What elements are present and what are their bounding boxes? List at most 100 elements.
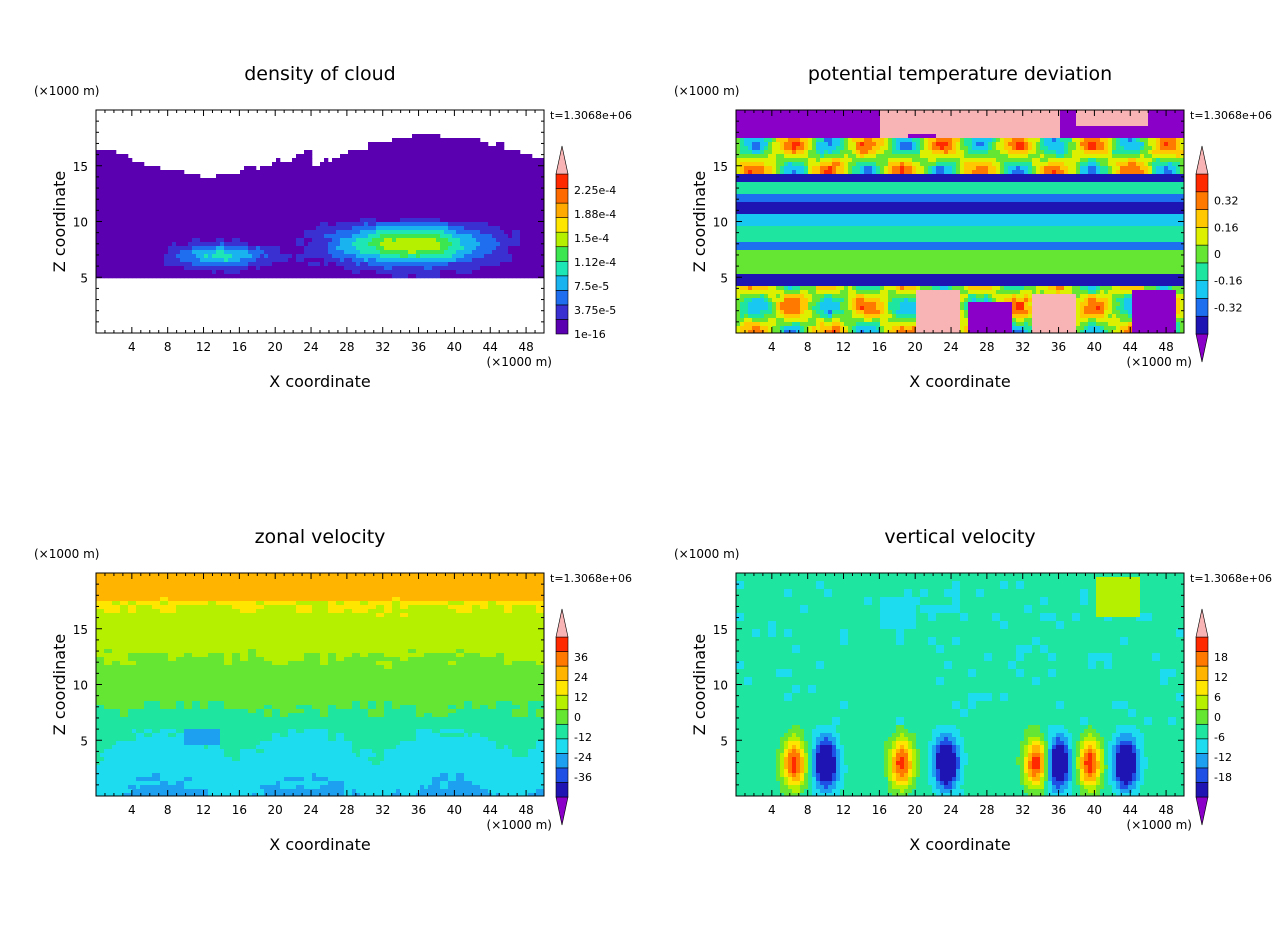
colorbar-label: 36 [574,651,588,664]
time-label: t=1.3068e+06 [550,109,632,122]
field-fill [96,573,544,796]
x-unit-label: (×1000 m) [487,818,552,832]
colorbar-label: 0 [1214,711,1221,724]
x-tick-label: 16 [872,340,887,354]
x-tick-label: 32 [1015,340,1030,354]
y-axis-label: Z coordinate [50,171,69,272]
colorbar-box [556,319,568,334]
x-tick-label: 20 [268,803,283,817]
x-tick-label: 4 [128,340,136,354]
colorbar-box [1196,768,1208,783]
x-tick-label: 12 [836,803,851,817]
field-fill [736,573,1184,796]
colorbar-box [556,681,568,696]
x-tick-label: 4 [768,340,776,354]
colorbar-box [1196,245,1208,263]
x-tick-label: 20 [908,340,923,354]
colorbar-box [556,305,568,320]
y-tick-label: 15 [73,160,88,174]
colorbar-box [1196,263,1208,281]
colorbar-label: 0 [574,711,581,724]
x-tick-label: 8 [164,340,172,354]
colorbar-box [1196,710,1208,725]
colorbar-label: 0 [1214,248,1221,261]
colorbar-box [556,666,568,681]
colorbar-label: -12 [1214,751,1232,764]
colorbar-box [1196,681,1208,696]
colorbar: 1e-163.75e-57.5e-51.12e-41.5e-41.88e-42.… [556,146,616,341]
x-tick-label: 12 [836,340,851,354]
x-tick-label: 40 [1087,340,1102,354]
y-unit-label: (×1000 m) [674,84,739,98]
x-tick-label: 12 [196,803,211,817]
colorbar-label: 1.12e-4 [574,256,616,269]
x-tick-label: 44 [483,803,498,817]
colorbar-label: 1.88e-4 [574,208,616,221]
x-tick-label: 32 [375,803,390,817]
colorbar-box [1196,210,1208,228]
colorbar-box [556,710,568,725]
y-tick-label: 5 [720,271,728,285]
colorbar-box [556,174,568,189]
x-tick-label: 48 [518,803,533,817]
colorbar-box [556,232,568,247]
colorbar-label: 24 [574,671,588,684]
x-tick-label: 36 [1051,340,1066,354]
x-tick-label: 8 [164,803,172,817]
x-tick-label: 48 [518,340,533,354]
colorbar-box [1196,724,1208,739]
x-tick-label: 24 [303,803,318,817]
colorbar-label: -0.32 [1214,301,1242,314]
colorbar-box [556,637,568,652]
colorbar-box [556,768,568,783]
colorbar-box [1196,695,1208,710]
x-tick-label: 16 [872,803,887,817]
x-tick-label: 20 [268,340,283,354]
x-tick-label: 28 [339,340,354,354]
colorbar-box [1196,753,1208,768]
colorbar-triangle-bottom [556,797,568,825]
colorbar-box [556,695,568,710]
x-tick-label: 32 [1015,803,1030,817]
x-tick-label: 24 [943,340,958,354]
panel-title: zonal velocity [255,526,386,548]
colorbar-label: 2.25e-4 [574,184,616,197]
x-tick-label: 24 [943,803,958,817]
x-tick-label: 36 [411,340,426,354]
panel-title: density of cloud [244,63,396,85]
x-tick-label: 36 [411,803,426,817]
time-label: t=1.3068e+06 [1190,572,1272,585]
x-axis-label: X coordinate [269,835,370,854]
colorbar-label: -0.16 [1214,275,1242,288]
colorbar-box [556,203,568,218]
x-tick-label: 16 [232,803,247,817]
colorbar-label: -18 [1214,771,1232,784]
x-tick-label: 44 [1123,803,1138,817]
colorbar-box [1196,227,1208,245]
x-tick-label: 28 [339,803,354,817]
colorbar-box [1196,192,1208,210]
x-tick-label: 40 [447,803,462,817]
time-label: t=1.3068e+06 [1190,109,1272,122]
x-tick-label: 28 [979,803,994,817]
colorbar-box [556,652,568,667]
colorbar-box [556,724,568,739]
field-fill [736,110,1184,333]
colorbar-box [556,276,568,291]
y-tick-label: 5 [720,734,728,748]
y-axis-label: Z coordinate [50,634,69,735]
colorbar-box [556,753,568,768]
x-tick-label: 16 [232,340,247,354]
chart-panel-2: potential temperature deviation(×1000 m)… [674,63,1272,391]
x-tick-label: 48 [1158,340,1173,354]
colorbar-triangle-bottom [1196,797,1208,825]
chart-panel-4: vertical velocity(×1000 m)t=1.3068e+064 8… [674,526,1272,854]
colorbar-label: 1.5e-4 [574,232,609,245]
y-axis-label: Z coordinate [690,171,709,272]
colorbar-label: 0.16 [1214,221,1239,234]
colorbar-label: 12 [1214,671,1228,684]
y-tick-label: 15 [713,160,728,174]
